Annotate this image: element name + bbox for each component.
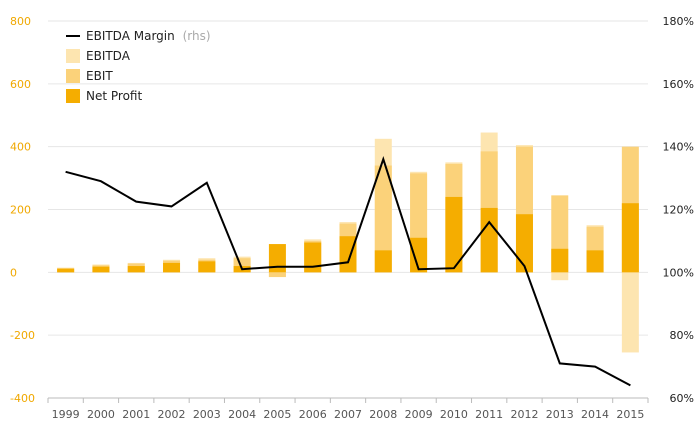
right-axis-ticks: 60% 80% 100% 120% 140% 160% 180% bbox=[663, 15, 694, 405]
legend: EBITDA Margin (rhs) EBITDA EBIT Net Prof… bbox=[66, 29, 211, 103]
ebitda-margin-line bbox=[65, 156, 631, 387]
net-profit-bar bbox=[198, 261, 216, 273]
x-tick-label: 2004 bbox=[228, 408, 256, 421]
right-axis-tick: 180% bbox=[663, 15, 694, 28]
left-axis-tick: 400 bbox=[10, 141, 31, 154]
left-axis-tick: 0 bbox=[10, 266, 17, 279]
net-profit-bar bbox=[445, 196, 463, 273]
x-tick-label: 2005 bbox=[263, 408, 291, 421]
net-profit-bar bbox=[621, 203, 639, 273]
net-profit-bars bbox=[57, 196, 639, 273]
x-tick-label: 2013 bbox=[546, 408, 574, 421]
x-tick-label: 2002 bbox=[158, 408, 186, 421]
right-axis-tick: 120% bbox=[663, 204, 694, 217]
x-tick-label: 2008 bbox=[369, 408, 397, 421]
net-profit-bar bbox=[127, 266, 145, 273]
x-tick-label: 2009 bbox=[405, 408, 433, 421]
ebitda-bar bbox=[621, 272, 639, 353]
net-profit-bar bbox=[515, 214, 533, 273]
net-profit-bar bbox=[268, 244, 286, 273]
net-profit-bar bbox=[304, 242, 322, 273]
right-axis-tick: 140% bbox=[663, 141, 694, 154]
x-tick-label: 2012 bbox=[510, 408, 538, 421]
right-axis-tick: 60% bbox=[670, 392, 694, 405]
x-axis: 1999 2000 2001 2002 2003 2004 2005 2006 2007 2008… bbox=[47, 397, 649, 421]
legend-ebit-label: EBIT bbox=[86, 69, 113, 83]
left-axis-tick: 200 bbox=[10, 204, 31, 217]
left-axis-tick: 800 bbox=[10, 15, 31, 28]
x-tick-label: 2014 bbox=[581, 408, 609, 421]
x-tick-label: 2010 bbox=[440, 408, 468, 421]
legend-margin-label: EBITDA Margin (rhs) bbox=[86, 29, 211, 43]
right-axis-tick: 80% bbox=[670, 329, 694, 342]
net-profit-bar bbox=[163, 262, 181, 273]
left-axis-tick: -400 bbox=[10, 392, 35, 405]
left-axis-tick: -200 bbox=[10, 329, 35, 342]
right-axis-tick: 100% bbox=[663, 266, 694, 279]
x-tick-label: 2007 bbox=[334, 408, 362, 421]
x-tick-label: 2011 bbox=[475, 408, 503, 421]
x-tick-label: 2006 bbox=[299, 408, 327, 421]
legend-margin-text: EBITDA Margin bbox=[86, 29, 175, 43]
legend-ebit-swatch bbox=[66, 69, 80, 83]
net-profit-bar bbox=[57, 268, 75, 273]
x-tick-label: 2001 bbox=[122, 408, 150, 421]
net-profit-bar bbox=[480, 207, 498, 273]
net-profit-bar bbox=[586, 250, 604, 273]
x-tick-label: 2000 bbox=[87, 408, 115, 421]
margin-line-layer bbox=[65, 156, 631, 387]
legend-net-profit-label: Net Profit bbox=[86, 89, 142, 103]
legend-margin-note: (rhs) bbox=[183, 29, 211, 43]
legend-ebitda-swatch bbox=[66, 49, 80, 63]
left-axis-ticks: -400 -200 0 200 400 600 800 bbox=[10, 15, 35, 405]
x-tick-label: 1999 bbox=[52, 408, 80, 421]
ebit-bar bbox=[374, 165, 392, 273]
net-profit-bar bbox=[410, 237, 428, 273]
left-axis-tick: 600 bbox=[10, 78, 31, 91]
net-profit-bar bbox=[551, 248, 569, 273]
legend-net-profit-swatch bbox=[66, 89, 80, 103]
legend-ebitda-label: EBITDA bbox=[86, 49, 131, 63]
ebitda-bar bbox=[551, 272, 569, 281]
net-profit-bar bbox=[92, 266, 110, 273]
ebit-bar bbox=[268, 272, 286, 278]
x-tick-label: 2003 bbox=[193, 408, 221, 421]
right-axis-tick: 160% bbox=[663, 78, 694, 91]
net-profit-bar bbox=[339, 236, 357, 273]
x-tick-label: 2015 bbox=[616, 408, 644, 421]
net-profit-bar bbox=[374, 250, 392, 273]
